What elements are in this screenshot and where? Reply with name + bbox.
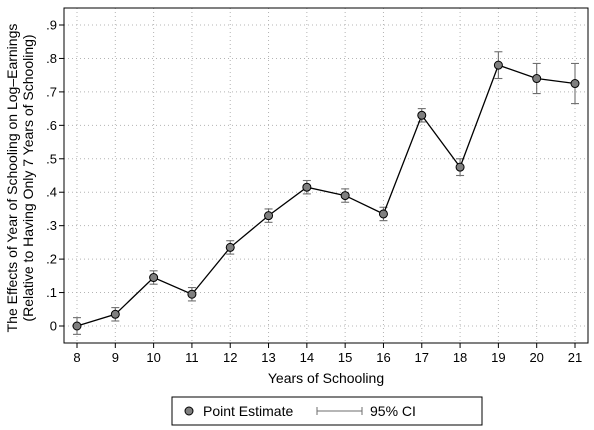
legend-point-estimate-label: Point Estimate <box>203 403 293 419</box>
point-estimate-marker <box>302 182 312 192</box>
y-tick-label: .2 <box>46 252 57 267</box>
x-tick-label: 17 <box>415 350 429 365</box>
x-tick-label: 18 <box>453 350 467 365</box>
x-tick-label: 14 <box>300 350 314 365</box>
y-tick-label: 0 <box>50 319 57 334</box>
y-axis-ticks: 0 .1 .2 .3 .4 .5 .6 .7 .8 .9 <box>46 18 64 334</box>
point-estimate-marker <box>110 309 120 319</box>
x-tick-label: 9 <box>112 350 119 365</box>
legend-point-estimate-marker <box>184 406 194 416</box>
x-tick-label: 8 <box>73 350 80 365</box>
gridlines <box>64 8 588 343</box>
data-points <box>72 60 580 331</box>
confidence-intervals <box>73 51 579 335</box>
point-estimate-marker <box>264 211 274 221</box>
point-estimate-marker <box>455 162 465 172</box>
point-estimate-marker <box>187 289 197 299</box>
point-estimate-marker <box>532 74 542 84</box>
x-tick-label: 20 <box>529 350 543 365</box>
point-estimate-line <box>76 64 576 327</box>
legend: Point Estimate 95% CI <box>171 396 483 426</box>
point-estimate-marker <box>149 273 159 283</box>
point-estimate-marker <box>225 242 235 252</box>
plot-frame <box>63 7 589 344</box>
x-tick-label: 13 <box>261 350 275 365</box>
y-axis-title-line-1: The Effects of Year of Schooling on Log–… <box>4 24 20 333</box>
y-tick-label: .3 <box>46 218 57 233</box>
x-axis-ticks: 8 9 10 11 12 13 14 15 16 17 18 19 20 21 <box>73 343 582 365</box>
y-tick-label: .1 <box>46 285 57 300</box>
x-tick-label: 10 <box>146 350 160 365</box>
y-tick-label: .6 <box>46 118 57 133</box>
point-estimate-marker <box>72 321 82 331</box>
y-tick-label: .8 <box>46 51 57 66</box>
point-estimate-marker <box>378 209 388 219</box>
series-line <box>76 64 576 327</box>
x-tick-label: 12 <box>223 350 237 365</box>
y-axis-title-line-2: (Relative to Having Only 7 Years of Scho… <box>20 34 36 321</box>
x-tick-label: 11 <box>185 350 199 365</box>
x-tick-label: 16 <box>376 350 390 365</box>
x-tick-label: 19 <box>491 350 505 365</box>
x-tick-label: 15 <box>338 350 352 365</box>
y-tick-label: .5 <box>46 151 57 166</box>
x-tick-label: 21 <box>568 350 582 365</box>
x-axis-title: Years of Schooling <box>268 370 384 386</box>
point-estimate-marker <box>340 191 350 201</box>
y-tick-label: .9 <box>46 18 57 33</box>
y-tick-label: .4 <box>46 185 57 200</box>
point-estimate-marker <box>493 60 503 70</box>
legend-ci-label: 95% CI <box>370 403 416 419</box>
point-estimate-marker <box>417 110 427 120</box>
y-tick-label: .7 <box>46 84 57 99</box>
legend-ci-marker <box>316 407 363 415</box>
point-estimate-marker <box>570 79 580 89</box>
